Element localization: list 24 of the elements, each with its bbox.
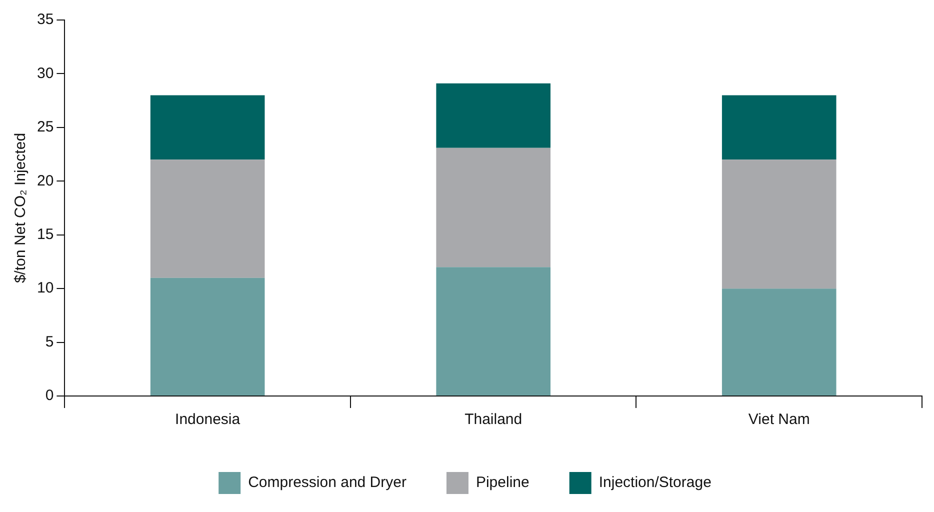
bar — [150, 95, 265, 160]
y-tick-label: 20 — [36, 172, 54, 190]
x-tick-label: Thailand — [464, 411, 522, 428]
x-tick-label: Viet Nam — [748, 411, 810, 428]
legend-label: Injection/Storage — [598, 474, 712, 492]
x-tick-label: Indonesia — [175, 411, 241, 428]
y-tick-label: 10 — [36, 280, 54, 297]
bar — [436, 267, 550, 396]
bar — [150, 160, 265, 278]
legend-label: Pipeline — [476, 474, 530, 492]
bar — [722, 95, 836, 160]
y-tick-label: 0 — [45, 387, 54, 404]
y-tick-label: 5 — [45, 333, 54, 350]
y-axis-title: $/ton Net CO₂ Injected — [12, 132, 30, 284]
bar — [722, 160, 836, 289]
y-tick-label: 35 — [36, 11, 54, 28]
bar — [150, 278, 265, 396]
y-tick-label: 30 — [36, 64, 54, 82]
bar — [436, 148, 550, 268]
bar — [722, 288, 836, 396]
y-tick-label: 25 — [36, 118, 54, 136]
y-tick-label: 15 — [36, 226, 54, 243]
bar — [436, 83, 550, 148]
legend-label: Compression and Dryer — [248, 474, 406, 492]
